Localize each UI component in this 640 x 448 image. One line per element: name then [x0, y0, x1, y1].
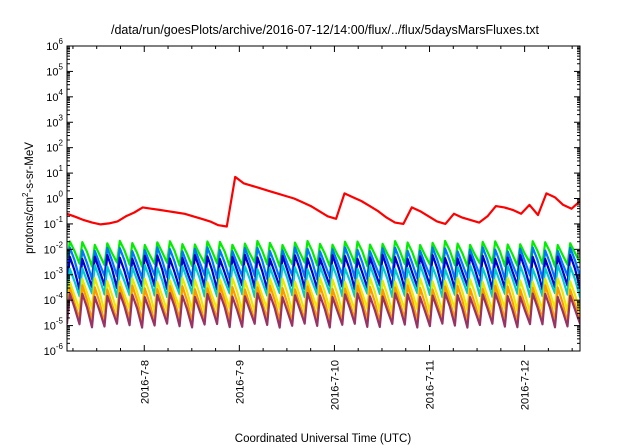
y-tick-base: 10	[46, 194, 58, 206]
y-tick-exp: -1	[56, 215, 64, 224]
y-tick-exp: -5	[56, 317, 64, 326]
y-tick-base: 10	[46, 41, 58, 53]
y-tick-exp: 4	[59, 88, 64, 97]
x-axis-label: Coordinated Universal Time (UTC)	[235, 433, 412, 445]
y-tick-exp: 1	[59, 164, 64, 173]
y-tick-exp: -6	[56, 342, 64, 351]
y-tick-label: 104	[46, 88, 63, 104]
y-tick-label: 10-1	[44, 215, 64, 231]
y-tick-label: 101	[46, 164, 63, 180]
x-tick-label: 2016-7-11	[425, 360, 437, 409]
y-tick-label: 100	[46, 190, 63, 206]
y-tick-exp: -2	[56, 240, 64, 249]
y-tick-base: 10	[46, 92, 58, 104]
y-tick-base: 10	[44, 321, 56, 333]
chart-title: /data/run/goesPlots/archive/2016-07-12/1…	[111, 23, 540, 37]
y-tick-base: 10	[44, 270, 56, 282]
y-tick-base: 10	[46, 117, 58, 129]
x-tick-label: 2016-7-9	[234, 360, 246, 404]
y-tick-label: 10-2	[44, 240, 64, 256]
y-tick-label: 106	[46, 37, 63, 53]
series-line-3	[67, 253, 580, 291]
series-line-6	[67, 284, 580, 324]
y-tick-exp: -3	[56, 266, 64, 275]
y-axis-label-pre: protons/cm	[24, 197, 36, 254]
y-tick-base: 10	[44, 244, 56, 256]
y-tick-exp: 5	[59, 62, 64, 71]
y-tick-label: 105	[46, 62, 63, 78]
y-tick-label: 103	[46, 113, 63, 129]
y-tick-base: 10	[44, 219, 56, 231]
series-line-7	[67, 292, 580, 329]
y-tick-base: 10	[44, 346, 56, 358]
y-tick-exp: 6	[59, 37, 64, 46]
y-tick-base: 10	[46, 143, 58, 155]
series-line-1	[67, 239, 580, 268]
series-line-0	[67, 175, 580, 228]
y-tick-label: 102	[46, 139, 63, 155]
y-tick-label: 10-6	[44, 342, 64, 358]
x-tick-label: 2016-7-10	[329, 360, 341, 410]
y-tick-base: 10	[44, 295, 56, 307]
y-tick-exp: 0	[59, 190, 64, 199]
series-line-5	[67, 276, 580, 314]
y-tick-label: 10-3	[44, 266, 64, 282]
y-tick-exp: 2	[59, 139, 64, 148]
series-line-4	[67, 264, 580, 299]
x-tick-label: 2016-7-8	[139, 360, 151, 404]
y-tick-exp: -4	[56, 291, 64, 300]
y-tick-base: 10	[46, 168, 58, 180]
series-line-2	[67, 246, 580, 281]
y-tick-label: 10-4	[44, 291, 64, 307]
y-tick-exp: 3	[59, 113, 64, 122]
y-axis-label-post: -s-sr-MeV	[24, 142, 36, 193]
y-axis-label-sup: 2	[21, 192, 30, 197]
y-tick-label: 10-5	[44, 317, 64, 333]
y-axis-label: protons/cm2-s-sr-MeV	[21, 142, 36, 254]
x-tick-label: 2016-7-12	[520, 360, 532, 410]
y-tick-base: 10	[46, 66, 58, 78]
